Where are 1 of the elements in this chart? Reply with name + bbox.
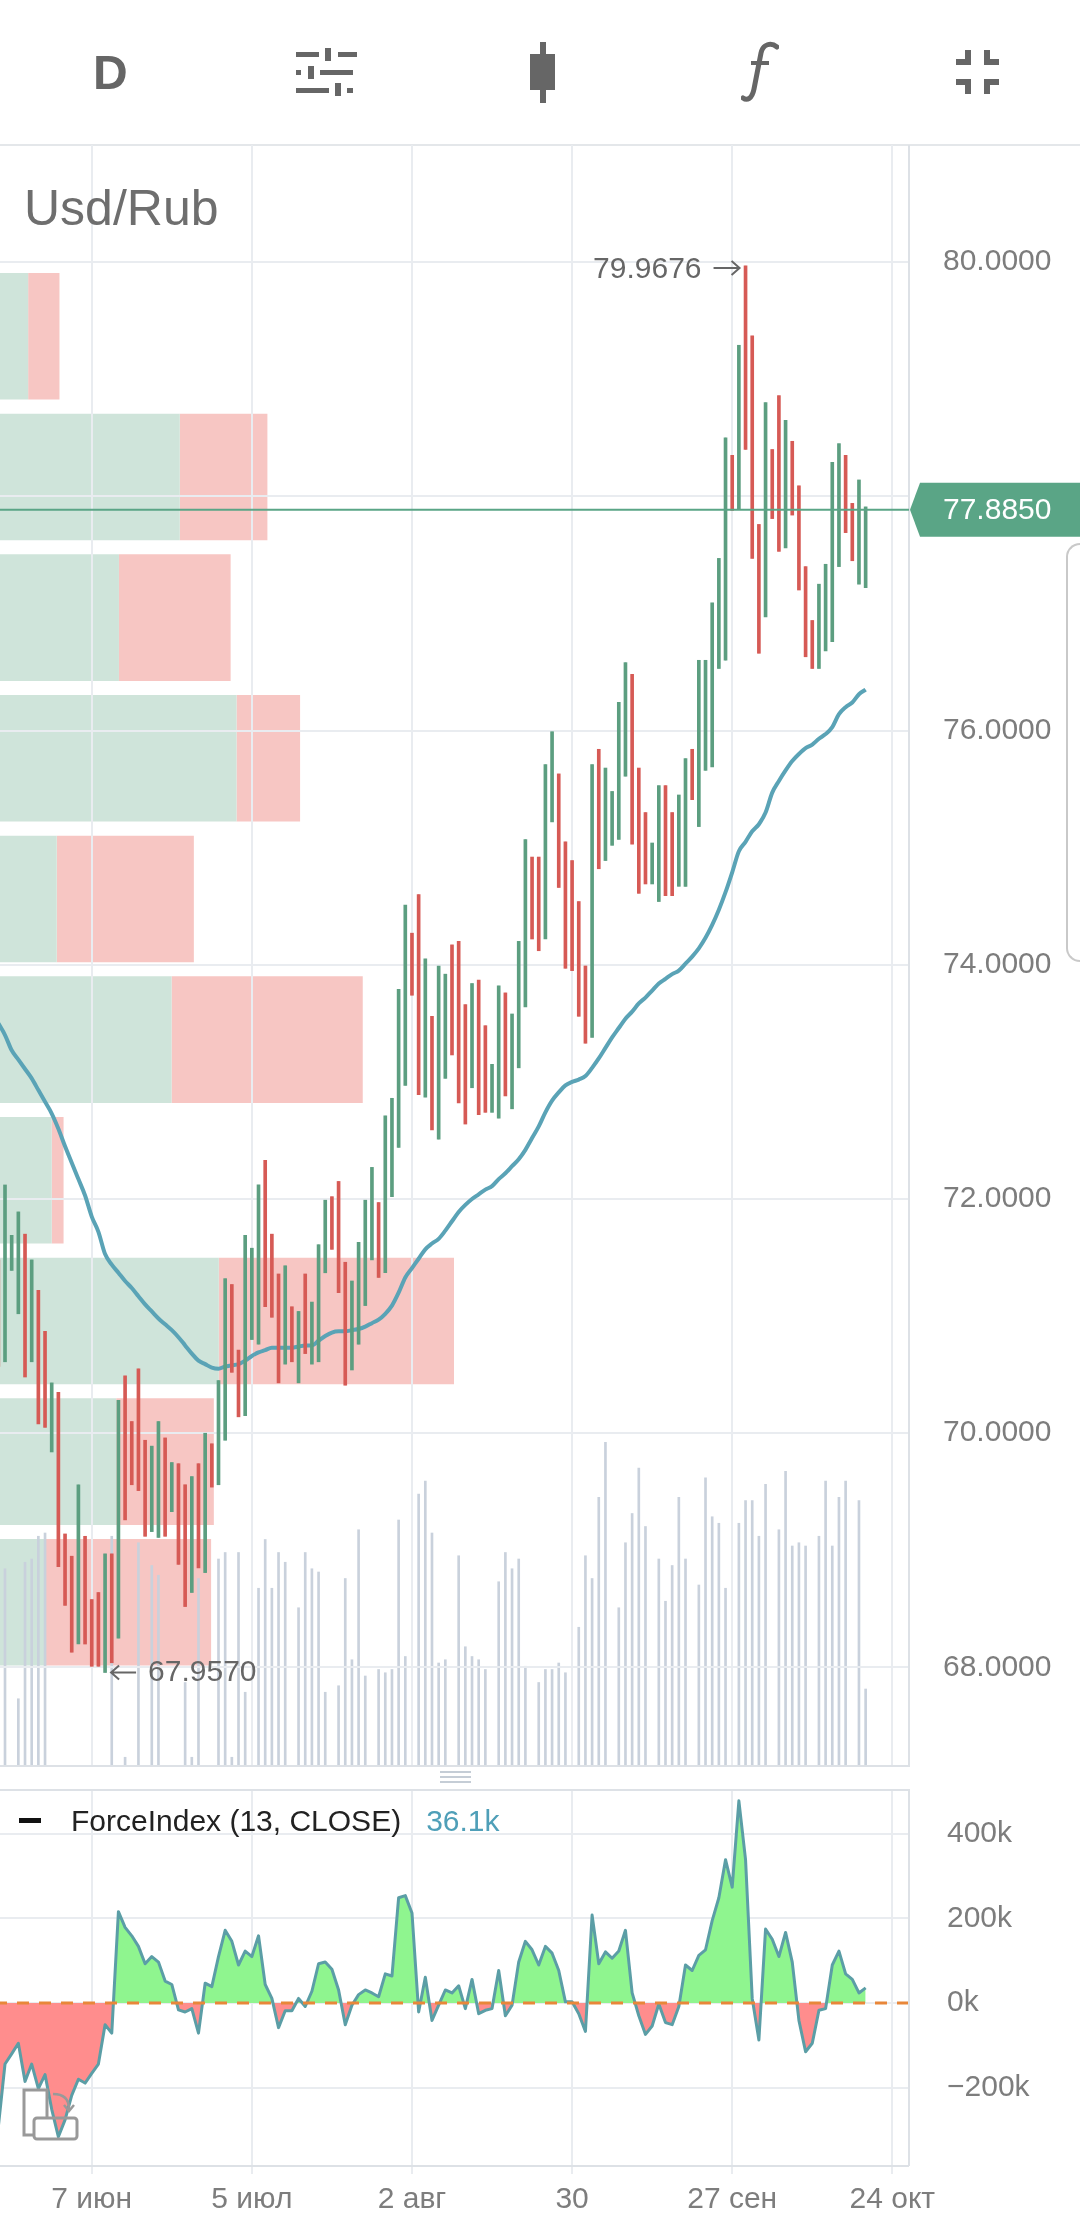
text: D — [93, 45, 128, 101]
